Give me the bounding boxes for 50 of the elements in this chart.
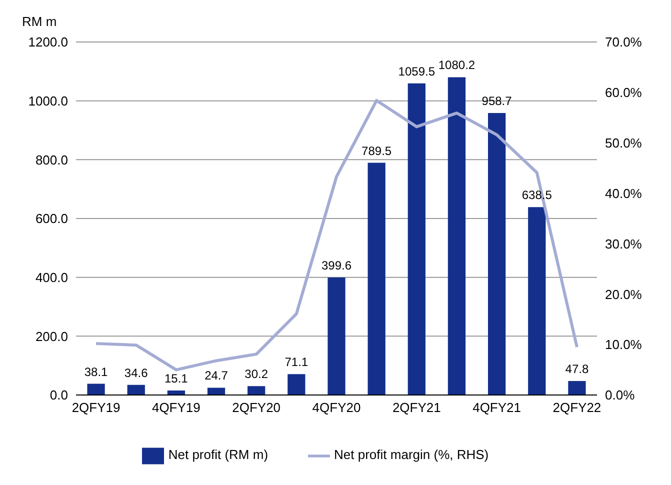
bar [488, 112, 506, 395]
x-tick-label: 2QFY22 [552, 400, 602, 416]
y2-tick-label: 20.0% [605, 286, 642, 302]
y2-tick-label: 60.0% [605, 85, 642, 100]
y-tick-label: 0.0 [50, 388, 68, 403]
x-tick-label: 2QFY21 [392, 400, 441, 416]
y2-tick-label: 50.0% [605, 135, 642, 150]
bar [448, 77, 466, 395]
x-tick-label: 4QFY19 [152, 400, 200, 416]
bar [127, 384, 145, 395]
bar [408, 83, 426, 395]
bar [528, 207, 546, 395]
x-tick-label: 4QFY20 [312, 400, 361, 416]
data-label: 34.6 [124, 366, 148, 380]
data-label: 1059.5 [398, 64, 436, 78]
y-tick-label: 1200.0 [28, 34, 68, 50]
data-label: 399.6 [321, 258, 352, 272]
bar [207, 388, 226, 395]
y-tick-label: 600.0 [35, 211, 68, 226]
data-label: 47.8 [565, 362, 589, 376]
bar [368, 162, 386, 395]
y-tick-label: 1000.0 [28, 93, 68, 108]
y-tick-label: 800.0 [35, 152, 68, 168]
y-tick-label: 400.0 [35, 270, 68, 285]
data-label: 15.1 [164, 372, 188, 386]
data-label: 30.2 [244, 367, 268, 382]
x-tick-label: 4QFY21 [472, 400, 522, 416]
y2-tick-label: 70.0% [605, 34, 642, 50]
data-label: 24.7 [204, 368, 228, 383]
x-tick-label: 2QFY19 [72, 400, 120, 416]
bar [568, 380, 586, 395]
y-axis-title: RM m [22, 14, 57, 29]
data-label: 71.1 [284, 355, 308, 370]
legend-label: Net profit (RM m) [168, 447, 268, 462]
data-label: 38.1 [84, 364, 108, 379]
y2-tick-label: 30.0% [605, 236, 642, 252]
legend-label: Net profit margin (%, RHS) [334, 447, 489, 462]
bar [248, 386, 266, 395]
y-tick-label: 200.0 [35, 328, 68, 344]
data-label: 638.5 [522, 188, 552, 202]
bar [328, 277, 346, 395]
data-label: 958.7 [482, 94, 512, 108]
bar [288, 374, 306, 395]
x-tick-label: 2QFY20 [232, 400, 281, 416]
y2-tick-label: 10.0% [605, 337, 642, 352]
data-label: 1080.2 [438, 58, 476, 72]
bar [87, 384, 105, 395]
data-label: 789.5 [362, 144, 392, 158]
y2-tick-label: 40.0% [605, 186, 642, 201]
y2-tick-label: 0.0% [605, 388, 636, 403]
